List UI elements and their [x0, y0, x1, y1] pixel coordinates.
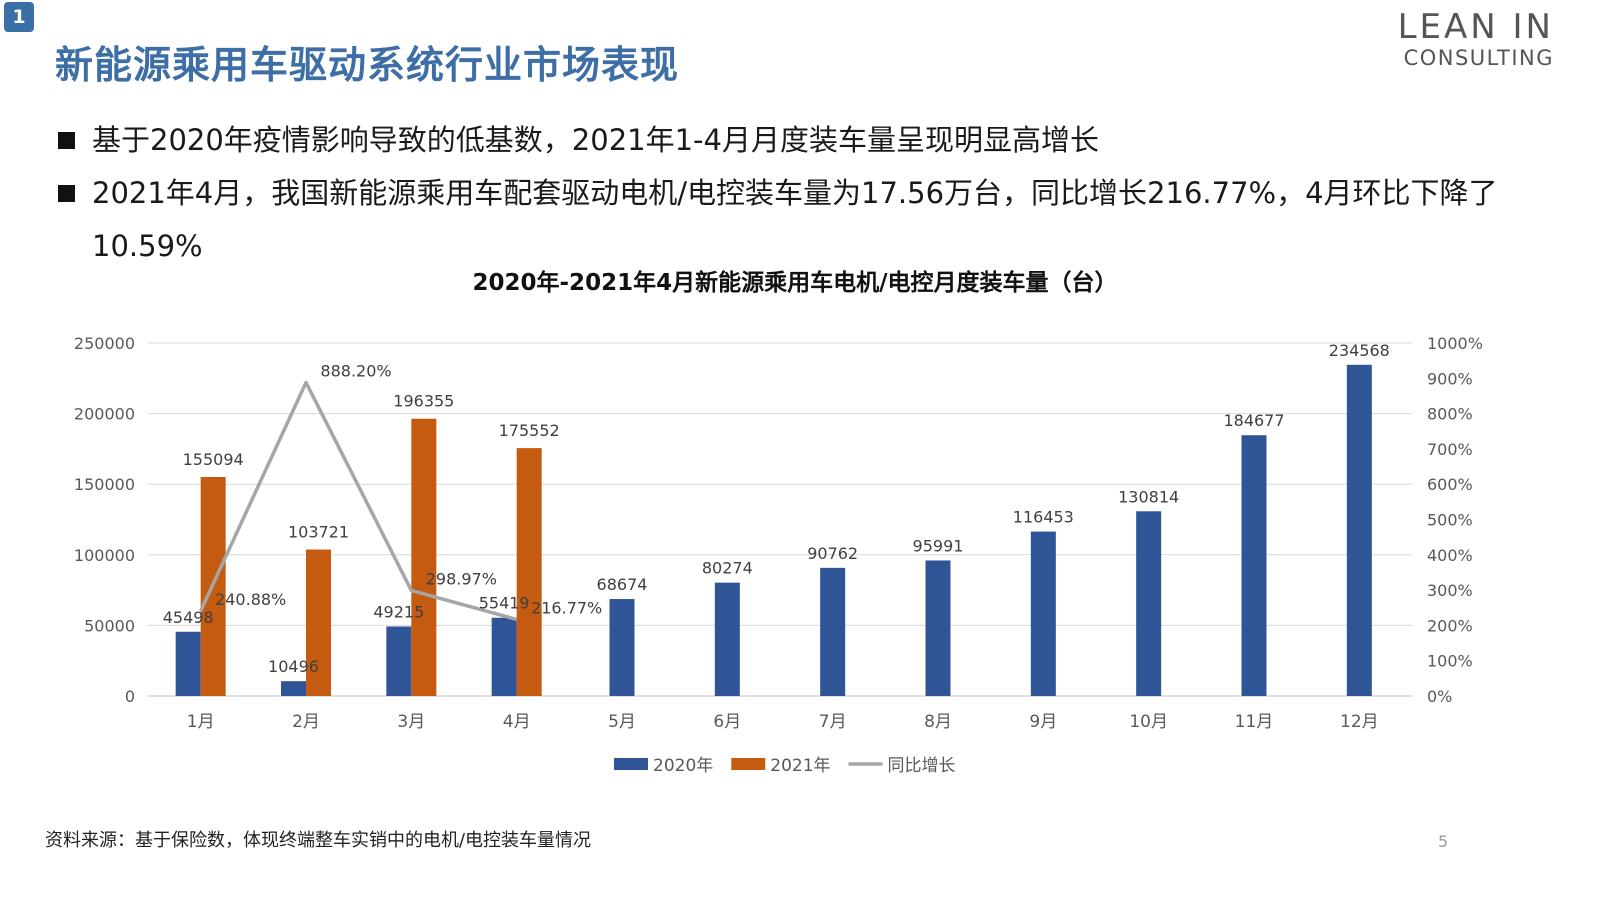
bar-2020	[820, 567, 846, 696]
bar-2020-value-label: 55419	[479, 594, 530, 613]
y2-axis-tick-label: 100%	[1427, 652, 1473, 671]
bullet-item: 基于2020年疫情影响导致的低基数，2021年1-4月月度装车量呈现明显高增长	[58, 114, 1558, 167]
x-axis-tick-label: 12月	[1340, 712, 1379, 732]
bar-2020-value-label: 234568	[1329, 341, 1390, 360]
page-title: 新能源乘用车驱动系统行业市场表现	[55, 43, 680, 87]
bar-2020-value-label: 184677	[1223, 411, 1284, 430]
bar-2020-value-label: 95991	[913, 536, 964, 555]
x-axis-tick-label: 7月	[819, 712, 847, 732]
bar-2020-value-label: 49215	[373, 603, 424, 622]
bar-2020	[1241, 435, 1267, 696]
legend-label: 2020年	[653, 756, 713, 776]
bar-2021-value-label: 196355	[393, 392, 454, 411]
bar-2020	[1136, 511, 1162, 696]
growth-value-label: 888.20%	[320, 361, 391, 380]
growth-line	[199, 380, 518, 622]
y2-axis-tick-label: 400%	[1427, 546, 1473, 565]
x-axis-tick-label: 3月	[397, 712, 425, 732]
y2-axis-tick-label: 300%	[1427, 581, 1473, 600]
x-axis-tick-label: 6月	[713, 712, 741, 732]
bar-2020-value-label: 10496	[268, 657, 319, 676]
bar-2020	[281, 681, 306, 696]
y2-axis-tick-label: 900%	[1427, 369, 1473, 388]
bar-2021	[306, 549, 331, 696]
bar-2020	[386, 626, 412, 696]
y-axis-tick-label: 100000	[74, 546, 135, 565]
bar-2020	[175, 631, 201, 696]
y2-axis-tick-label: 500%	[1427, 511, 1473, 530]
chart-title: 2020年-2021年4月新能源乘用车电机/电控月度装车量（台）	[472, 270, 1118, 296]
legend-label: 同比增长	[888, 756, 956, 776]
bar-2020	[714, 582, 740, 696]
bar-2021	[516, 448, 542, 696]
bar-2021-value-label: 103721	[288, 523, 349, 542]
logo-line-1: LEAN IN	[1397, 7, 1554, 47]
legend-swatch	[731, 758, 766, 770]
x-axis-tick-label: 10月	[1129, 712, 1168, 732]
bar-2021-value-label: 175552	[499, 421, 560, 440]
bar-2020-value-label: 45498	[163, 608, 214, 627]
bullet-text: 2021年4月，我国新能源乘用车配套驱动电机/电控装车量为17.56万台，同比增…	[92, 176, 1498, 263]
y-axis-tick-label: 200000	[74, 405, 135, 424]
bullet-item: 2021年4月，我国新能源乘用车配套驱动电机/电控装车量为17.56万台，同比增…	[58, 167, 1558, 273]
bar-2020-value-label: 90762	[807, 544, 858, 563]
x-axis-tick-label: 2月	[292, 712, 320, 732]
y2-axis-tick-label: 800%	[1427, 405, 1473, 424]
x-axis-tick-label: 8月	[924, 712, 952, 732]
growth-value-label: 240.88%	[215, 590, 286, 609]
bar-2020	[491, 617, 517, 696]
bar-2020	[609, 599, 635, 696]
square-bullet-icon	[58, 185, 75, 202]
y2-axis-tick-label: 700%	[1427, 440, 1473, 459]
bullet-list: 基于2020年疫情影响导致的低基数，2021年1-4月月度装车量呈现明显高增长 …	[58, 114, 1558, 273]
source-footnote: 资料来源：基于保险数，体现终端整车实销中的电机/电控装车量情况	[45, 830, 592, 851]
legend-label: 2021年	[770, 756, 830, 776]
y2-axis-tick-label: 0%	[1427, 687, 1452, 706]
bar-2020	[1346, 364, 1372, 696]
y2-axis-tick-label: 600%	[1427, 475, 1473, 494]
x-axis-tick-label: 1月	[187, 712, 215, 732]
bar-2020	[925, 560, 951, 696]
lean-in-consulting-logo: LEAN IN CONSULTING	[1398, 8, 1554, 70]
bar-2021-value-label: 155094	[183, 450, 244, 469]
square-bullet-icon	[58, 132, 75, 149]
bar-2020-value-label: 116453	[1013, 508, 1074, 527]
x-axis-tick-label: 9月	[1029, 712, 1057, 732]
y-axis-tick-label: 150000	[74, 475, 135, 494]
bar-2020-value-label: 130814	[1118, 487, 1179, 506]
x-axis-tick-label: 11月	[1235, 712, 1274, 732]
bar-2021	[411, 418, 437, 696]
bar-2020-value-label: 68674	[597, 575, 648, 594]
x-axis-tick-label: 4月	[503, 712, 531, 732]
y-axis-tick-label: 250000	[74, 334, 135, 353]
growth-value-label: 298.97%	[426, 569, 497, 588]
bar-2020-value-label: 80274	[702, 559, 753, 578]
bullet-text: 基于2020年疫情影响导致的低基数，2021年1-4月月度装车量呈现明显高增长	[92, 123, 1099, 157]
growth-value-label: 216.77%	[531, 598, 602, 617]
page-number: 5	[1438, 832, 1449, 851]
slide-number-badge: 1	[4, 2, 34, 32]
legend-swatch	[614, 758, 648, 770]
y2-axis-tick-label: 200%	[1427, 616, 1473, 635]
logo-line-2: CONSULTING	[1403, 46, 1554, 70]
y2-axis-tick-label: 1000%	[1427, 334, 1483, 353]
y-axis-tick-label: 0	[125, 687, 135, 706]
bar-2020	[1030, 531, 1056, 696]
y-axis-tick-label: 50000	[84, 616, 135, 635]
x-axis-tick-label: 5月	[608, 712, 636, 732]
